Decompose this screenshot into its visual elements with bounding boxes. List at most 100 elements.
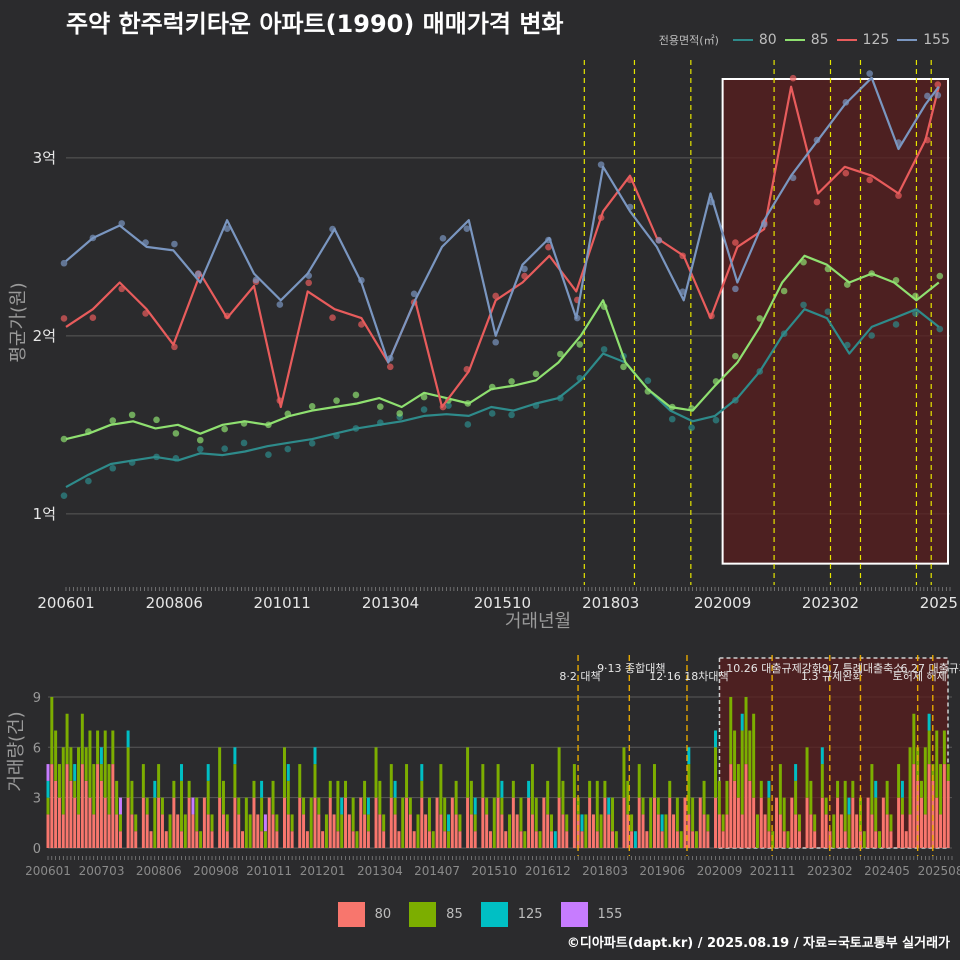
top-point-155	[934, 91, 942, 99]
bar-85	[130, 780, 134, 815]
bar-85	[141, 764, 145, 798]
area-legend-bottom: 80 85 125 155	[0, 902, 960, 927]
bar-80	[580, 831, 584, 848]
bar-80	[752, 797, 756, 848]
bar-80	[99, 780, 103, 848]
bar-85	[664, 814, 668, 848]
bar-80	[149, 831, 153, 848]
bar-80	[611, 831, 615, 848]
bar-80	[889, 831, 893, 848]
bar-80	[172, 797, 176, 848]
bar-legend-label-80: 80	[374, 907, 392, 922]
bar-125	[500, 780, 504, 798]
bar-85	[199, 831, 203, 848]
bar-85	[244, 797, 248, 848]
bar-80	[195, 831, 199, 848]
bar-80	[668, 797, 672, 848]
bar-80	[778, 814, 782, 848]
bar-80	[481, 797, 485, 848]
bar-80	[187, 797, 191, 848]
bar-85	[630, 814, 634, 832]
bar-80	[160, 814, 164, 848]
legend-item-125: 125	[836, 32, 889, 48]
bar-85	[302, 797, 306, 815]
top-point-155	[463, 225, 471, 233]
bar-80	[729, 764, 733, 848]
bar-85	[939, 764, 943, 815]
top-point-85	[557, 350, 564, 358]
bar-80	[61, 814, 65, 848]
bar-85	[946, 764, 950, 781]
bar-legend-swatch-85	[409, 902, 437, 927]
top-ytick-label-0: 1억	[33, 505, 56, 523]
bar-80	[504, 831, 508, 848]
bar-80	[252, 797, 256, 848]
bar-85	[714, 747, 717, 798]
bar-85	[340, 814, 344, 848]
bar-85	[237, 797, 241, 815]
bar-80	[691, 831, 695, 848]
bar-85	[363, 780, 367, 815]
bar-80	[180, 831, 183, 848]
bottom-xtick-label-7: 201407	[414, 864, 460, 878]
top-point-80	[600, 346, 608, 353]
bar-80	[412, 831, 416, 848]
bottom-xtick-label-12: 202009	[697, 864, 743, 878]
bar-80	[317, 814, 321, 848]
bottom-xtick-label-1: 200703	[79, 864, 125, 878]
bar-80	[767, 831, 771, 848]
bar-85	[736, 764, 740, 798]
bar-125	[847, 797, 851, 815]
bar-85	[919, 780, 923, 798]
bar-80	[588, 797, 592, 848]
bar-85	[458, 814, 462, 832]
bar-80	[206, 814, 210, 848]
bar-80	[77, 814, 81, 848]
bar-85	[706, 814, 710, 832]
bar-80	[813, 831, 817, 848]
bottom-ytick-label-2: 6	[33, 741, 41, 756]
bar-85	[374, 747, 378, 798]
top-point-125	[89, 314, 97, 321]
top-point-80	[668, 415, 676, 423]
bar-85	[492, 797, 496, 848]
bar-80	[870, 814, 874, 848]
bar-80	[763, 814, 767, 848]
bar-80	[290, 831, 294, 848]
top-highlight-box	[721, 78, 949, 565]
bar-80	[46, 814, 50, 848]
bottom-xtick-label-0: 200601	[25, 864, 71, 878]
bar-85	[263, 831, 267, 848]
top-point-80	[800, 301, 807, 309]
top-point-155	[866, 70, 873, 77]
bar-80	[672, 814, 676, 848]
top-point-85	[196, 436, 204, 444]
bar-85	[931, 764, 935, 781]
bar-80	[500, 814, 504, 848]
bar-85	[721, 814, 725, 832]
bar-85	[99, 764, 103, 781]
bar-80	[366, 831, 370, 848]
bar-85	[225, 814, 229, 832]
top-point-85	[620, 363, 627, 371]
bar-80	[256, 814, 260, 848]
source-caption: ©디아파트(dapt.kr) / 2025.08.19 / 자료=국토교통부 실…	[566, 936, 950, 951]
bar-80	[283, 797, 286, 848]
top-series-125	[60, 74, 942, 411]
top-point-80	[60, 492, 68, 499]
bar-80	[374, 797, 378, 848]
bar-85	[744, 696, 748, 765]
top-xtick-label-6: 202009	[694, 594, 751, 612]
top-point-155	[223, 225, 231, 233]
bar-85	[832, 814, 836, 848]
bar-80	[736, 797, 740, 848]
bar-85	[408, 797, 412, 815]
bar-85	[836, 780, 840, 798]
bar-80	[740, 814, 744, 848]
top-point-80	[644, 377, 652, 384]
bar-125	[340, 797, 344, 815]
bar-85	[485, 797, 489, 815]
bar-80	[519, 831, 523, 848]
top-point-80	[508, 411, 515, 419]
top-xtick-label-5: 201803	[582, 594, 639, 612]
